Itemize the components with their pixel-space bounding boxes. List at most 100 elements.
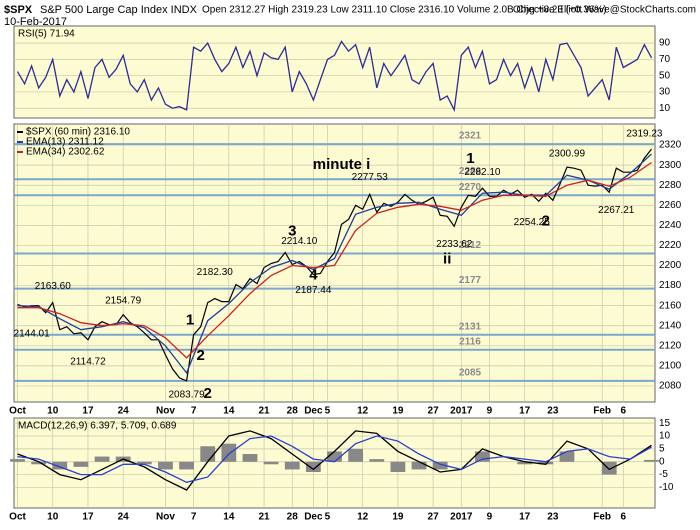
y-tick-label: 0	[659, 456, 665, 467]
histogram-bar	[31, 461, 47, 465]
y-tick-label: 2100	[659, 361, 682, 372]
y-tick-label: 2140	[659, 320, 682, 331]
security-name: S&P 500 Large Cap Index INDX	[40, 4, 198, 16]
histogram-bar	[369, 459, 385, 462]
histogram-bar	[263, 461, 279, 465]
y-tick-label: 2280	[659, 180, 682, 191]
price-label: 2144.01	[14, 328, 51, 339]
level-label: 2085	[459, 368, 482, 379]
legend-swatch	[17, 151, 23, 153]
price-label: 2154.79	[105, 295, 142, 306]
y-tick-label: 10	[659, 431, 671, 442]
x-tick-label: 5	[325, 512, 331, 523]
histogram-bar	[52, 461, 68, 470]
y-tick-label: 2320	[659, 140, 682, 151]
x-tick-label: 5	[325, 406, 331, 417]
price-label: 2214.10	[281, 236, 318, 247]
y-tick-label: 2180	[659, 280, 682, 291]
wave-label: 1	[466, 150, 474, 167]
y-tick-label: 90	[659, 38, 671, 49]
histogram-bar	[73, 461, 89, 467]
x-tick-label: 7	[191, 512, 197, 523]
legend-entry: EMA(13) 2311.12	[26, 137, 104, 148]
x-tick-label: Feb	[593, 406, 611, 417]
x-tick-label: 21	[258, 512, 270, 523]
wave-label: 2	[196, 347, 204, 364]
x-tick-label: Feb	[593, 512, 611, 523]
x-tick-label: 28	[287, 406, 299, 417]
histogram-bar	[411, 461, 427, 470]
x-tick-label: 12	[357, 512, 369, 523]
x-tick-label: 19	[392, 406, 404, 417]
wave-label: 1	[186, 312, 194, 329]
price-label: 2319.23	[626, 129, 663, 140]
series-line	[17, 148, 652, 382]
wave-label: 4	[309, 267, 318, 284]
level-label: 2270	[459, 182, 482, 193]
watermark: Objective Elliott Wave@StockCharts.com	[513, 5, 696, 16]
y-tick-label: 2160	[659, 300, 682, 311]
level-label: 2212	[459, 240, 482, 251]
histogram-bar	[517, 461, 533, 465]
x-tick-label: 2017	[450, 406, 473, 417]
y-tick-label: 2300	[659, 160, 682, 171]
x-tick-label: 2017	[450, 512, 473, 523]
histogram-bar	[348, 448, 364, 462]
histogram-bar	[200, 446, 216, 462]
legend-entry: EMA(34) 2302.62	[26, 147, 105, 158]
histogram-bar	[158, 461, 173, 470]
price-label: 2187.44	[295, 285, 332, 296]
wave-label: ii	[443, 250, 451, 267]
price-label: 2083.79	[168, 390, 205, 401]
legend-swatch	[17, 141, 23, 143]
level-label: 2177	[459, 275, 482, 286]
x-tick-label: 27	[428, 512, 440, 523]
panel-title: RSI(5) 71.94	[18, 29, 75, 40]
y-tick-label: 2200	[659, 260, 682, 271]
x-tick-label: 23	[547, 512, 559, 523]
histogram-bar	[644, 459, 659, 462]
legend-swatch	[17, 131, 23, 133]
panel-title: MACD(12,26,9) 6.397, 5.709, 0.689	[18, 421, 177, 432]
price-label: 2254.25	[514, 217, 551, 228]
y-tick-label: 2240	[659, 220, 682, 231]
y-tick-label: 2120	[659, 340, 682, 351]
x-tick-label: Dec	[304, 406, 323, 417]
price-label: 2163.60	[35, 281, 72, 292]
x-tick-label: Oct	[9, 512, 26, 523]
y-tick-label: 2220	[659, 240, 682, 251]
histogram-bar	[538, 461, 554, 465]
histogram-bar	[94, 456, 110, 462]
level-label: 2321	[459, 131, 482, 142]
x-tick-label: 7	[191, 406, 197, 417]
x-tick-label: 12	[357, 406, 369, 417]
wave-label: 2	[204, 385, 212, 402]
x-tick-label: Dec	[304, 512, 323, 523]
y-tick-label: 70	[659, 54, 671, 65]
date: 10-Feb-2017	[4, 16, 67, 28]
price-label: 2114.72	[70, 356, 106, 367]
x-tick-label: Oct	[9, 406, 26, 417]
x-tick-label: 17	[519, 512, 531, 523]
x-tick-label: 9	[487, 512, 493, 523]
series-line	[17, 435, 652, 483]
y-tick-label: -5	[659, 469, 668, 480]
x-tick-label: 9	[487, 406, 493, 417]
price-label: 2233.62	[436, 239, 473, 250]
x-tick-label: 17	[519, 406, 531, 417]
x-tick-label: 28	[287, 512, 299, 523]
symbol: $SPX	[4, 4, 33, 16]
x-tick-label: 24	[118, 512, 130, 523]
level-label: 2131	[459, 321, 482, 332]
wave-label: 3	[288, 222, 296, 239]
x-tick-label: 10	[47, 406, 59, 417]
x-tick-label: 23	[547, 406, 559, 417]
y-tick-label: 10	[659, 103, 671, 114]
panel	[13, 123, 656, 403]
y-tick-label: 5	[659, 443, 665, 454]
histogram-bar	[136, 461, 152, 465]
histogram-bar	[305, 461, 321, 472]
histogram-bar	[242, 454, 258, 462]
price-label: 2182.30	[197, 267, 234, 278]
y-tick-label: 50	[659, 70, 671, 81]
